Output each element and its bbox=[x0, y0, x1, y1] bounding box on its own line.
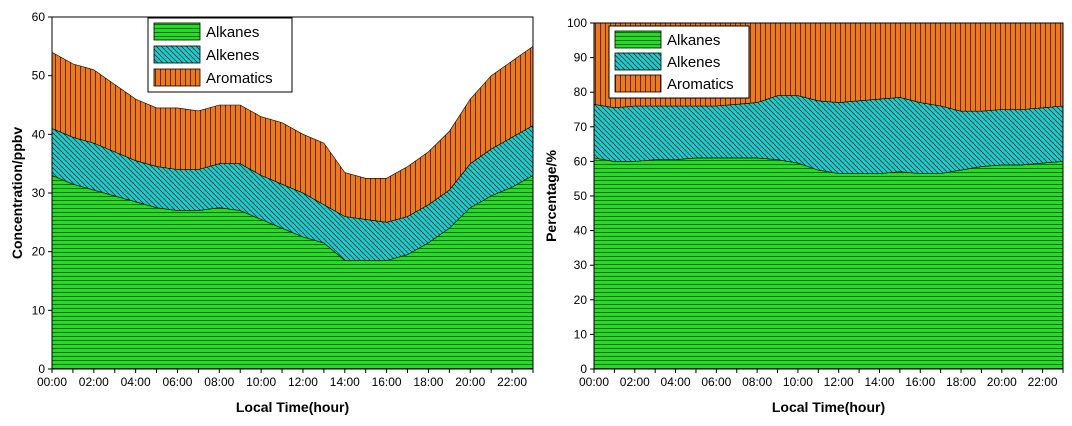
area-alkanes bbox=[593, 157, 1064, 370]
y-tick-label: 60 bbox=[574, 154, 588, 168]
y-tick-label: 30 bbox=[574, 258, 588, 272]
legend-label-alkenes: Alkenes bbox=[206, 47, 259, 64]
legend-label-aromatics: Aromatics bbox=[667, 76, 734, 93]
legend-swatch-aromatics bbox=[153, 68, 201, 87]
legend-swatch-alkenes bbox=[153, 45, 201, 64]
legend-label-alkanes: Alkanes bbox=[206, 24, 259, 41]
x-tick-label: 22:00 bbox=[497, 375, 527, 389]
y-tick-label: 60 bbox=[32, 10, 46, 24]
y-tick-label: 10 bbox=[32, 303, 46, 317]
x-tick-label: 10:00 bbox=[246, 375, 276, 389]
y-tick-label: 20 bbox=[574, 293, 588, 307]
x-tick-label: 16:00 bbox=[372, 375, 402, 389]
y-tick-label: 100 bbox=[567, 16, 587, 30]
y-tick-label: 20 bbox=[32, 245, 46, 259]
y-tick-label: 10 bbox=[574, 327, 588, 341]
concentration-chart: 0 10 20 30 40 50 60 00:00 02:00 04:00 06:00 08:00 10… bbox=[9, 10, 534, 415]
x-tick-label: 08:00 bbox=[204, 375, 234, 389]
x-tick-label: 14:00 bbox=[864, 375, 894, 389]
x-tick-label: 00:00 bbox=[37, 375, 67, 389]
x-tick-label: 18:00 bbox=[413, 375, 443, 389]
y-tick-label: 40 bbox=[32, 127, 46, 141]
x-tick-label: 04:00 bbox=[661, 375, 691, 389]
x-tick-label: 20:00 bbox=[987, 375, 1017, 389]
x-tick-label: 10:00 bbox=[783, 375, 813, 389]
percentage-chart: 0 10 20 30 40 50 60 70 80 90 100 00:00 02:00 04:00 06:… bbox=[543, 16, 1064, 415]
legend: Alkanes Alkenes Aromatics bbox=[608, 25, 750, 99]
y-tick-label: 0 bbox=[38, 362, 45, 376]
x-tick-label: 06:00 bbox=[701, 375, 731, 389]
x-axis-title: Local Time(hour) bbox=[236, 399, 349, 415]
legend-label-aromatics: Aromatics bbox=[206, 70, 273, 87]
legend-label-alkenes: Alkenes bbox=[667, 54, 720, 71]
y-tick-label: 0 bbox=[580, 362, 587, 376]
y-axis-title: Concentration/ppbv bbox=[9, 127, 25, 259]
x-tick-label: 04:00 bbox=[121, 375, 151, 389]
y-tick-label: 90 bbox=[574, 51, 588, 65]
x-tick-label: 20:00 bbox=[455, 375, 485, 389]
x-tick-label: 22:00 bbox=[1028, 375, 1058, 389]
y-tick-label: 40 bbox=[574, 224, 588, 238]
y-tick-label: 50 bbox=[574, 189, 588, 203]
x-tick-label: 18:00 bbox=[946, 375, 976, 389]
legend-swatch-alkanes bbox=[153, 22, 201, 41]
legend-swatch-alkenes bbox=[614, 52, 662, 71]
y-axis-title: Percentage/% bbox=[543, 150, 559, 242]
x-tick-label: 08:00 bbox=[742, 375, 772, 389]
x-tick-label: 16:00 bbox=[905, 375, 935, 389]
y-tick-label: 80 bbox=[574, 85, 588, 99]
x-tick-label: 12:00 bbox=[824, 375, 854, 389]
x-tick-label: 06:00 bbox=[162, 375, 192, 389]
x-tick-label: 14:00 bbox=[330, 375, 360, 389]
x-tick-label: 12:00 bbox=[288, 375, 318, 389]
legend-swatch-aromatics bbox=[614, 74, 662, 93]
y-tick-label: 50 bbox=[32, 69, 46, 83]
legend-label-alkanes: Alkanes bbox=[667, 32, 720, 49]
y-tick-label: 70 bbox=[574, 120, 588, 134]
legend-swatch-alkanes bbox=[614, 30, 662, 49]
x-tick-label: 02:00 bbox=[620, 375, 650, 389]
x-tick-label: 00:00 bbox=[579, 375, 609, 389]
y-tick-label: 30 bbox=[32, 186, 46, 200]
x-tick-label: 02:00 bbox=[79, 375, 109, 389]
legend: Alkanes Alkenes Aromatics bbox=[147, 17, 293, 93]
x-axis-title: Local Time(hour) bbox=[772, 399, 885, 415]
